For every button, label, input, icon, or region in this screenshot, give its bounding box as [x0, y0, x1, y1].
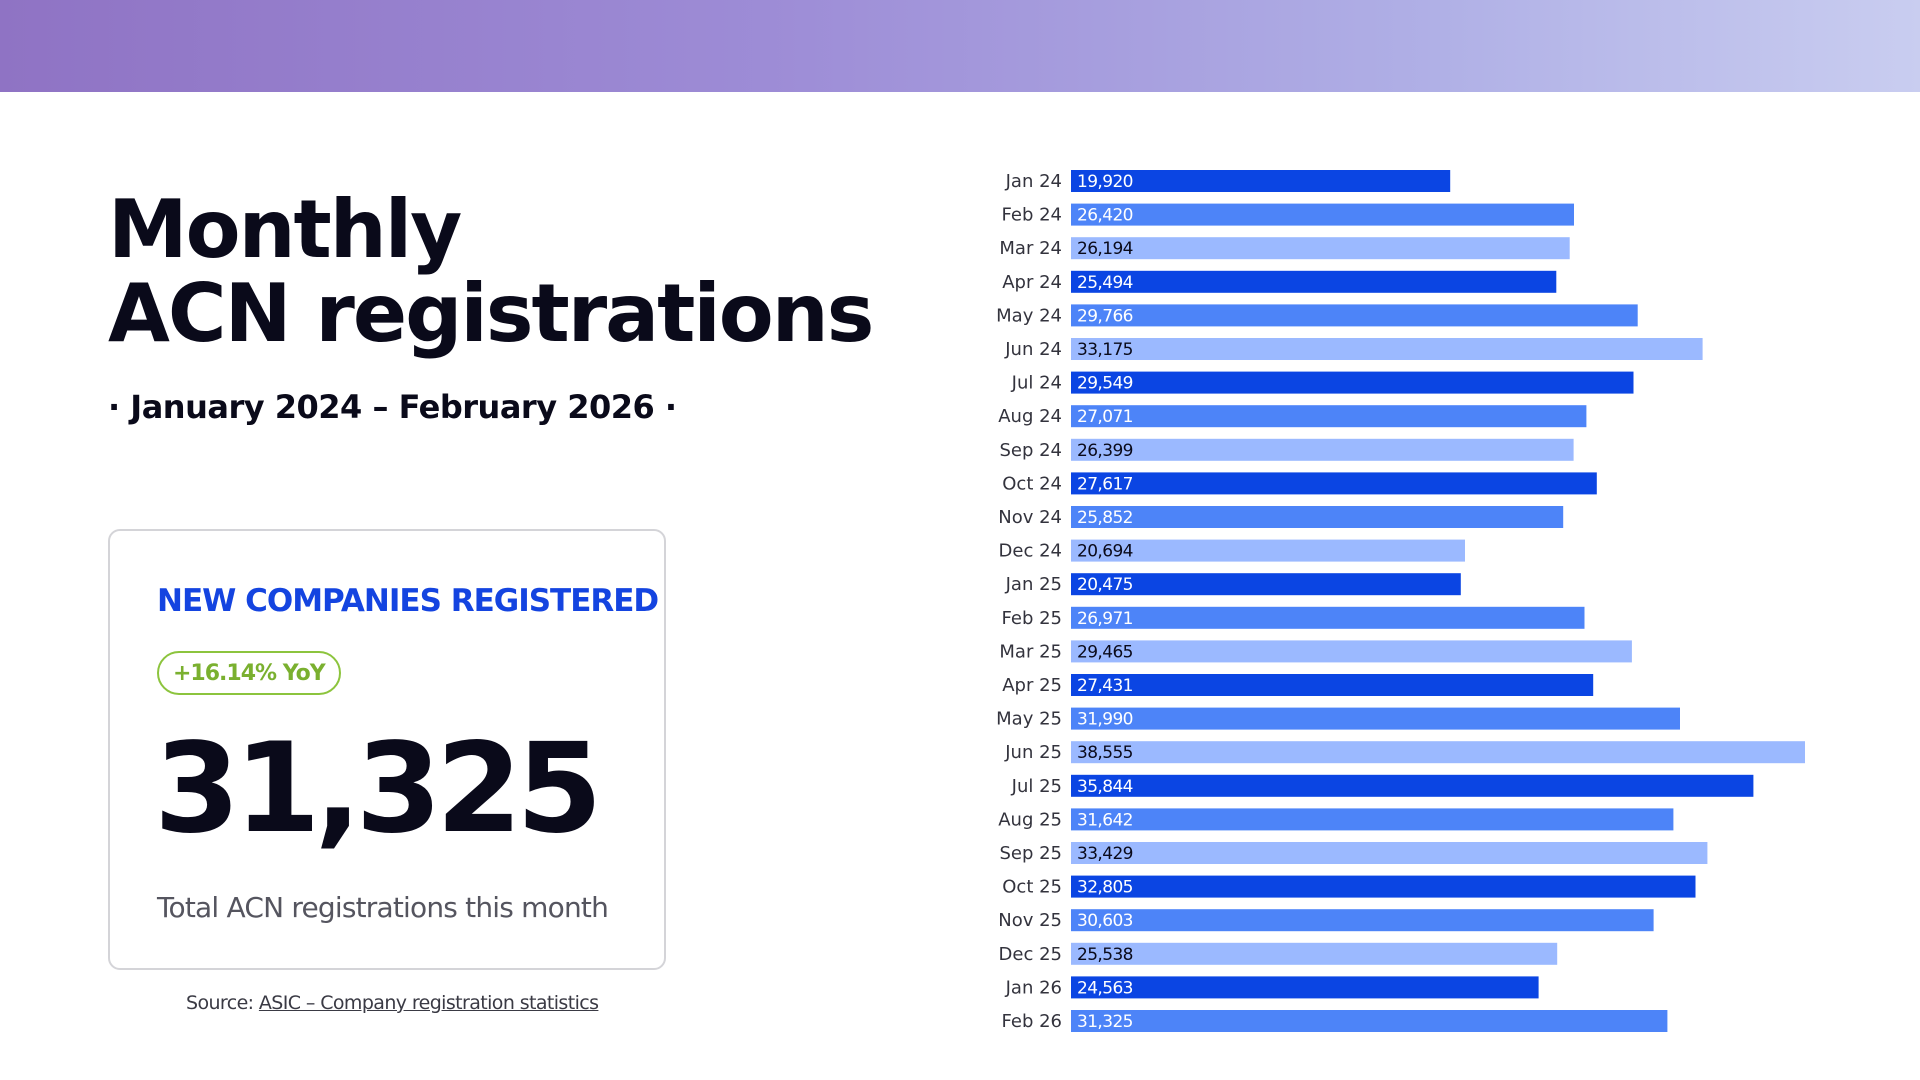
bar	[1071, 875, 1696, 898]
bar-chart-svg: Jan 24 19,920 Feb 24 26,420 Mar 24 26,194 Apr …	[996, 170, 1805, 1032]
bar-value-label: 31,325	[1077, 1012, 1133, 1032]
bar	[1071, 438, 1574, 461]
date-range-subtitle: · January 2024 – February 2026 ·	[108, 388, 677, 426]
bar	[1071, 405, 1587, 428]
month-tick-label: Oct 24	[1002, 473, 1062, 494]
month-tick-label: Dec 25	[999, 944, 1062, 965]
bar	[1071, 338, 1703, 360]
bar-value-label: 35,844	[1077, 777, 1133, 797]
month-tick-label: Jan 25	[1005, 574, 1062, 595]
month-tick-label: Aug 25	[998, 809, 1062, 830]
bar-value-label: 27,431	[1077, 676, 1133, 696]
month-tick-label: Feb 24	[1002, 205, 1063, 226]
bar-value-label: 25,538	[1077, 945, 1133, 965]
bar-value-label: 24,563	[1077, 978, 1133, 998]
bar-value-label: 29,465	[1077, 642, 1133, 662]
month-tick-label: Jan 26	[1005, 977, 1062, 998]
month-tick-label: May 25	[996, 709, 1062, 730]
bar-value-label: 30,603	[1077, 911, 1133, 931]
bar	[1071, 237, 1570, 260]
month-tick-label: Aug 24	[998, 406, 1062, 427]
month-tick-label: Jul 24	[1011, 373, 1062, 394]
source-link[interactable]: ASIC – Company registration statistics	[258, 992, 599, 1014]
bar-value-label: 26,420	[1077, 206, 1133, 226]
bar-value-label: 29,766	[1077, 306, 1133, 326]
bar-value-label: 19,920	[1077, 172, 1133, 192]
bar	[1071, 304, 1638, 327]
bar-value-label: 29,549	[1077, 374, 1133, 394]
bar	[1071, 741, 1805, 764]
bar	[1071, 270, 1557, 293]
bar	[1071, 774, 1754, 797]
month-tick-label: Mar 24	[999, 238, 1062, 259]
bar	[1071, 170, 1451, 192]
title-line-1: Monthly	[108, 183, 462, 276]
page-title: Monthly ACN registrations	[108, 183, 874, 360]
month-tick-label: Jun 25	[1004, 742, 1062, 763]
month-tick-label: Sep 24	[999, 440, 1062, 461]
top-gradient-banner	[0, 0, 1920, 92]
month-tick-label: Sep 25	[999, 843, 1062, 864]
bar-value-label: 26,194	[1077, 239, 1133, 259]
bar	[1071, 203, 1574, 226]
bar-value-label: 26,971	[1077, 609, 1133, 629]
bar-value-label: 27,617	[1077, 474, 1133, 494]
source-prefix: Source:	[186, 992, 259, 1014]
bar-value-label: 25,852	[1077, 508, 1133, 528]
bar	[1071, 1010, 1668, 1032]
bar	[1071, 472, 1597, 495]
bar	[1071, 573, 1461, 596]
month-tick-label: Jul 25	[1011, 776, 1062, 797]
bar-value-label: 38,555	[1077, 743, 1133, 763]
bar-value-label: 33,429	[1077, 844, 1133, 864]
month-tick-label: Feb 26	[1002, 1011, 1063, 1032]
bar	[1071, 640, 1632, 663]
bar-value-label: 20,694	[1077, 542, 1133, 562]
month-tick-label: Apr 25	[1002, 675, 1062, 696]
card-heading: NEW COMPANIES REGISTERED	[157, 583, 659, 619]
bar-value-label: 31,642	[1077, 810, 1133, 830]
bar-value-label: 31,990	[1077, 710, 1133, 730]
yoy-badge: +16.14% YoY	[157, 651, 341, 695]
bar-chart: Jan 24 19,920 Feb 24 26,420 Mar 24 26,194 Apr …	[960, 150, 1920, 1050]
bar	[1071, 842, 1708, 864]
bar	[1071, 808, 1674, 831]
bar	[1071, 606, 1585, 629]
source-note: Source: ASIC – Company registration stat…	[186, 992, 599, 1014]
bar-value-label: 32,805	[1077, 878, 1133, 898]
month-tick-label: Nov 24	[998, 507, 1062, 528]
title-line-2: ACN registrations	[108, 267, 874, 360]
bar	[1071, 674, 1594, 696]
month-tick-label: Apr 24	[1002, 272, 1062, 293]
bar-value-label: 20,475	[1077, 575, 1133, 595]
bar	[1071, 909, 1654, 932]
month-tick-label: Nov 25	[998, 910, 1062, 931]
month-tick-label: May 24	[996, 305, 1062, 326]
bar	[1071, 942, 1558, 965]
month-tick-label: Mar 25	[999, 641, 1062, 662]
bar	[1071, 539, 1465, 562]
bar-value-label: 33,175	[1077, 340, 1133, 360]
month-tick-label: Feb 25	[1002, 608, 1063, 629]
summary-card: NEW COMPANIES REGISTERED +16.14% YoY 31,…	[108, 529, 666, 970]
registrations-value: 31,325	[154, 717, 603, 861]
month-tick-label: Oct 25	[1002, 877, 1062, 898]
bar-value-label: 25,494	[1077, 273, 1133, 293]
bar	[1071, 707, 1680, 730]
month-tick-label: Jan 24	[1005, 171, 1062, 192]
bar-value-label: 26,399	[1077, 441, 1133, 461]
bar-value-label: 27,071	[1077, 407, 1133, 427]
month-tick-label: Jun 24	[1004, 339, 1062, 360]
bar	[1071, 506, 1564, 528]
card-caption: Total ACN registrations this month	[157, 891, 609, 924]
bar	[1071, 976, 1539, 999]
bar	[1071, 371, 1634, 394]
month-tick-label: Dec 24	[999, 541, 1062, 562]
